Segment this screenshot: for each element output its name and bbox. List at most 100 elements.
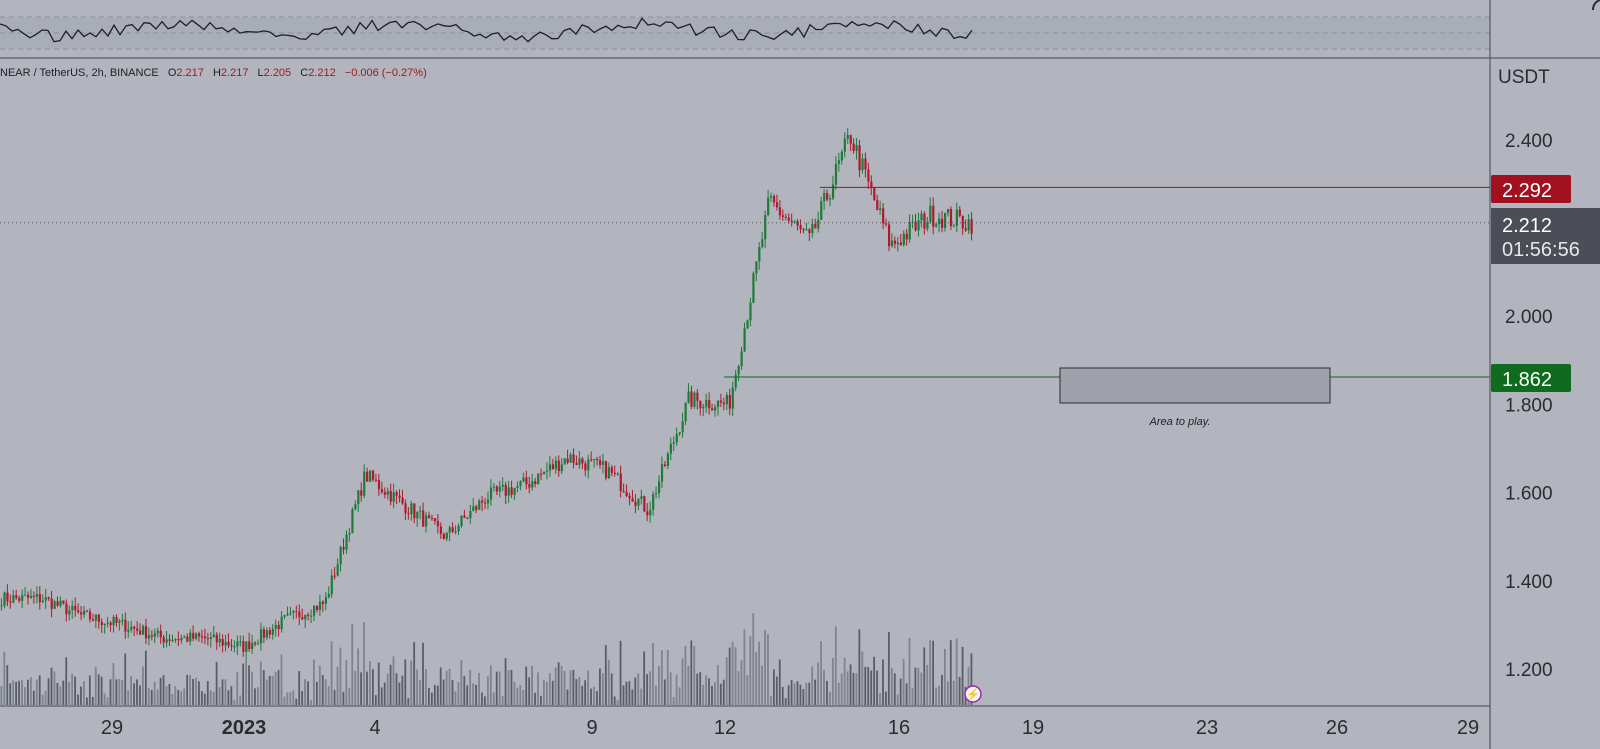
candle-body <box>53 601 56 609</box>
volume-bar <box>165 686 168 705</box>
candle-body <box>315 605 319 610</box>
candle-body <box>699 400 702 409</box>
volume-bar <box>714 682 716 705</box>
candle-body <box>719 400 723 403</box>
volume-bar <box>893 673 896 705</box>
volume-bar <box>445 670 448 705</box>
candle-body <box>77 610 80 613</box>
candle-body <box>946 208 950 214</box>
candle-body <box>761 239 764 247</box>
volume-bar <box>719 683 722 705</box>
volume-bar <box>112 663 115 705</box>
area-to-play-box[interactable] <box>1059 367 1331 404</box>
current-price: 2.212 <box>1502 215 1552 237</box>
candle-body <box>501 484 504 487</box>
volume-bar <box>513 682 516 705</box>
candle-body <box>584 463 587 471</box>
candle-body <box>731 387 734 409</box>
volume-bar <box>475 684 477 705</box>
price-tick-label: 1.400 <box>1505 572 1553 593</box>
volume-bar <box>711 685 713 705</box>
candle-body <box>887 224 891 247</box>
volume-bar <box>65 657 68 705</box>
volume-bar <box>88 675 91 705</box>
candle-body <box>103 623 106 626</box>
volume-bar <box>743 629 746 705</box>
candle-body <box>495 486 499 492</box>
candle-body <box>433 518 437 522</box>
volume-bar <box>663 679 666 705</box>
volume-bar <box>351 623 354 705</box>
candle-body <box>542 471 546 475</box>
volume-bar <box>625 681 628 705</box>
candle-body <box>357 490 360 505</box>
candle-body <box>657 481 661 494</box>
candle-body <box>407 513 410 515</box>
candle-body <box>239 641 242 643</box>
candle-body <box>254 642 257 645</box>
candle-body <box>646 511 649 516</box>
time-tick-label: 9 <box>586 717 597 739</box>
candle-body <box>159 630 162 638</box>
time-tick-label: 26 <box>1326 717 1348 739</box>
candle-body <box>71 605 74 611</box>
volume-bar <box>77 694 79 705</box>
volume-bar <box>377 662 380 705</box>
candle-body <box>882 208 885 224</box>
volume-bar <box>277 670 280 705</box>
volume-bar <box>71 673 74 705</box>
candle-body <box>209 637 213 640</box>
volume-bar <box>416 669 419 705</box>
time-axis[interactable]: 29 2023 4 9 12 16 19 23 26 29 <box>101 717 1479 739</box>
volume-bar <box>100 676 103 705</box>
candle-body <box>283 615 286 617</box>
lightning-icon[interactable]: ⚡ <box>964 685 982 703</box>
volume-bar <box>3 651 6 705</box>
candle-body <box>958 209 961 216</box>
candle-body <box>21 594 24 601</box>
candle-body <box>767 197 770 216</box>
candle-body <box>902 233 905 245</box>
candle-body <box>607 467 611 479</box>
candle-body <box>905 233 908 240</box>
candle-body <box>9 601 12 603</box>
price-tick-label: 2.000 <box>1505 307 1553 328</box>
candle-body <box>430 517 434 519</box>
candle-body <box>15 595 18 598</box>
volume-bar <box>198 681 200 705</box>
low-value: 2.205 <box>264 67 292 79</box>
volume-bar <box>616 699 619 705</box>
candle-body <box>725 395 729 405</box>
volume-bar <box>221 679 224 705</box>
price-tick-label: 1.800 <box>1505 395 1553 416</box>
volume-bar <box>85 697 88 705</box>
candle-body <box>442 533 445 539</box>
candle-body <box>221 638 224 646</box>
volume-bar <box>631 689 634 705</box>
candle-body <box>634 501 637 506</box>
candle-body <box>262 629 266 638</box>
candle-body <box>678 432 681 434</box>
volume-bar <box>153 681 156 705</box>
volume-bar <box>9 683 12 705</box>
candle-body <box>177 639 180 641</box>
volume-bar <box>162 675 165 705</box>
volume-bar <box>890 667 893 705</box>
volume-bar <box>952 680 955 705</box>
price-axis[interactable]: 1.200 1.400 1.600 1.800 2.000 2.400 <box>1505 131 1553 681</box>
volume-bar <box>828 692 831 705</box>
candle-body <box>566 458 569 463</box>
candle-body <box>828 198 832 200</box>
volume-bar <box>454 691 457 705</box>
volume-bar <box>383 682 386 705</box>
candle-body <box>463 515 466 518</box>
volume-bar <box>236 671 239 705</box>
candle-body <box>702 406 705 409</box>
candle-body <box>192 632 195 639</box>
candle-body <box>330 575 333 595</box>
candle-body <box>369 470 372 482</box>
candle-body <box>740 351 743 367</box>
candle-body <box>569 454 572 463</box>
candle-body <box>47 597 50 599</box>
